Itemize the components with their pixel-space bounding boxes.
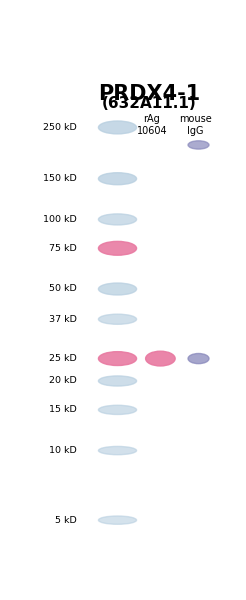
Text: 75 kD: 75 kD xyxy=(49,244,77,253)
Text: PRDX4-1: PRDX4-1 xyxy=(98,83,200,104)
Ellipse shape xyxy=(98,214,137,225)
Ellipse shape xyxy=(146,351,175,366)
Ellipse shape xyxy=(98,352,137,365)
Ellipse shape xyxy=(98,283,137,295)
Text: 150 kD: 150 kD xyxy=(43,174,77,183)
Text: 25 kD: 25 kD xyxy=(49,354,77,363)
Text: 100 kD: 100 kD xyxy=(43,215,77,224)
Ellipse shape xyxy=(98,241,137,255)
Text: 50 kD: 50 kD xyxy=(49,284,77,293)
Ellipse shape xyxy=(98,173,137,185)
Text: 10 kD: 10 kD xyxy=(49,446,77,455)
Text: (632A11.1): (632A11.1) xyxy=(102,96,196,111)
Ellipse shape xyxy=(98,314,137,325)
Ellipse shape xyxy=(98,516,137,524)
Text: rAg
10604: rAg 10604 xyxy=(137,113,167,136)
Text: mouse
IgG: mouse IgG xyxy=(179,113,212,136)
Ellipse shape xyxy=(98,376,137,386)
Text: 37 kD: 37 kD xyxy=(49,315,77,324)
Ellipse shape xyxy=(98,121,137,134)
Text: 250 kD: 250 kD xyxy=(43,123,77,132)
Ellipse shape xyxy=(98,446,137,455)
Text: 15 kD: 15 kD xyxy=(49,406,77,415)
Text: 5 kD: 5 kD xyxy=(55,515,77,524)
Text: 20 kD: 20 kD xyxy=(49,376,77,385)
Ellipse shape xyxy=(98,405,137,415)
Ellipse shape xyxy=(188,141,209,149)
Ellipse shape xyxy=(188,353,209,364)
